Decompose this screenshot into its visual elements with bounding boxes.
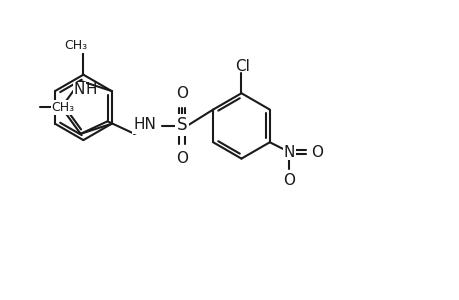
Text: N: N (283, 145, 294, 160)
Text: CH₃: CH₃ (51, 101, 74, 114)
Text: N: N (74, 82, 85, 98)
Text: Cl: Cl (235, 59, 249, 74)
Text: S: S (176, 116, 187, 134)
Text: O: O (176, 151, 188, 166)
Text: H: H (85, 82, 97, 98)
Text: O: O (176, 86, 188, 101)
Text: O: O (283, 173, 295, 188)
Text: O: O (310, 145, 322, 160)
Text: HN: HN (133, 117, 156, 132)
Text: CH₃: CH₃ (64, 40, 87, 52)
